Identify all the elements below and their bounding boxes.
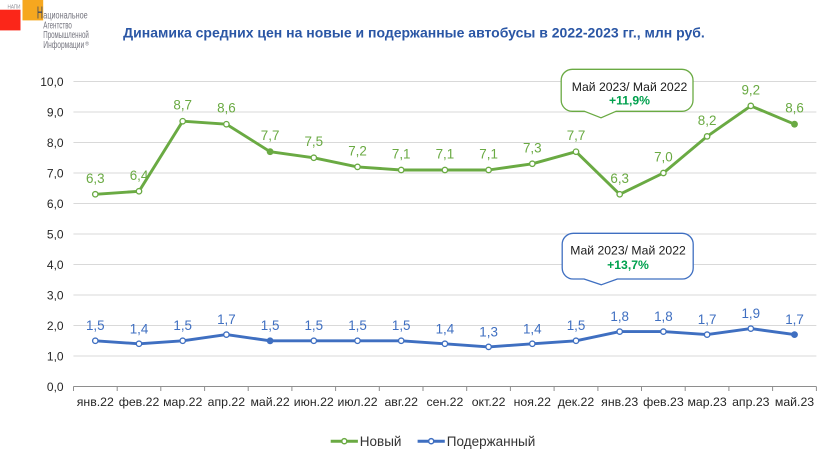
svg-text:май.23: май.23 [775,395,814,409]
svg-text:0,0: 0,0 [47,380,64,394]
svg-text:1,8: 1,8 [654,309,673,324]
svg-text:мар.23: мар.23 [687,395,726,409]
svg-text:окт.22: окт.22 [472,395,506,409]
svg-text:1,5: 1,5 [86,318,105,333]
svg-text:Агентство: Агентство [43,20,72,31]
svg-text:6,4: 6,4 [130,168,149,183]
svg-text:1,7: 1,7 [698,312,717,327]
svg-text:1,4: 1,4 [130,321,149,336]
svg-text:7,3: 7,3 [523,140,542,155]
svg-text:7,0: 7,0 [654,150,673,165]
svg-text:янв.23: янв.23 [601,395,638,409]
svg-text:Новый: Новый [360,434,402,449]
svg-text:Н: Н [37,2,43,22]
svg-text:апр.23: апр.23 [732,395,770,409]
svg-text:дек.22: дек.22 [558,395,595,409]
svg-text:8,2: 8,2 [698,113,717,128]
svg-text:июн.22: июн.22 [294,395,334,409]
svg-text:8,6: 8,6 [217,101,236,116]
svg-text:7,2: 7,2 [348,143,367,158]
svg-text:фев.23: фев.23 [643,395,684,409]
svg-text:Динамика средних цен на новые: Динамика средних цен на новые и подержан… [123,25,705,41]
svg-text:+13,7%: +13,7% [607,258,649,272]
svg-text:6,0: 6,0 [47,197,64,211]
svg-text:4,0: 4,0 [47,258,64,272]
svg-text:3,0: 3,0 [47,288,64,302]
svg-text:сен.22: сен.22 [426,395,463,409]
svg-text:ациональное: ациональное [43,10,88,21]
svg-text:Май 2023/ Май 2022: Май 2023/ Май 2022 [570,244,686,258]
svg-text:фев.22: фев.22 [119,395,160,409]
svg-text:7,7: 7,7 [567,128,586,143]
svg-text:®: ® [85,41,89,48]
svg-text:7,0: 7,0 [47,166,64,180]
svg-text:10,0: 10,0 [40,75,64,89]
svg-text:7,7: 7,7 [261,128,280,143]
svg-text:мар.22: мар.22 [163,395,202,409]
svg-text:1,4: 1,4 [523,321,542,336]
svg-text:2,0: 2,0 [47,319,64,333]
svg-text:1,5: 1,5 [392,318,411,333]
svg-text:7,5: 7,5 [304,134,323,149]
svg-text:9,2: 9,2 [741,82,760,97]
svg-text:7,1: 7,1 [436,147,455,162]
svg-text:1,9: 1,9 [741,306,760,321]
svg-text:5,0: 5,0 [47,227,64,241]
svg-text:1,5: 1,5 [173,318,192,333]
svg-text:8,7: 8,7 [173,98,192,113]
svg-text:6,3: 6,3 [610,171,629,186]
svg-text:Информации: Информации [43,39,84,51]
svg-text:Подержанный: Подержанный [447,434,536,449]
svg-text:+11,9%: +11,9% [609,94,650,108]
svg-text:9,0: 9,0 [47,105,64,119]
svg-text:май.22: май.22 [250,395,289,409]
svg-text:апр.22: апр.22 [208,395,246,409]
svg-text:Промышленной: Промышленной [43,30,89,41]
svg-text:НАПИ: НАПИ [8,4,21,10]
svg-text:8,6: 8,6 [785,101,804,116]
svg-text:Май 2023/ Май 2022: Май 2023/ Май 2022 [572,80,688,94]
svg-text:янв.22: янв.22 [77,395,114,409]
svg-text:1,5: 1,5 [348,318,367,333]
svg-text:ноя.22: ноя.22 [514,395,552,409]
svg-text:8,0: 8,0 [47,136,64,150]
svg-text:6,3: 6,3 [86,171,105,186]
svg-text:авг.22: авг.22 [384,395,418,409]
svg-text:1,7: 1,7 [217,312,236,327]
svg-text:1,5: 1,5 [304,318,323,333]
svg-text:7,1: 7,1 [479,147,498,162]
svg-text:1,7: 1,7 [785,312,804,327]
svg-text:1,3: 1,3 [479,324,498,339]
svg-text:1,4: 1,4 [436,321,455,336]
svg-text:1,5: 1,5 [261,318,280,333]
svg-text:1,5: 1,5 [567,318,586,333]
svg-text:июл.22: июл.22 [337,395,377,409]
svg-text:1,0: 1,0 [47,349,64,363]
svg-text:1,8: 1,8 [610,309,629,324]
svg-text:7,1: 7,1 [392,147,411,162]
